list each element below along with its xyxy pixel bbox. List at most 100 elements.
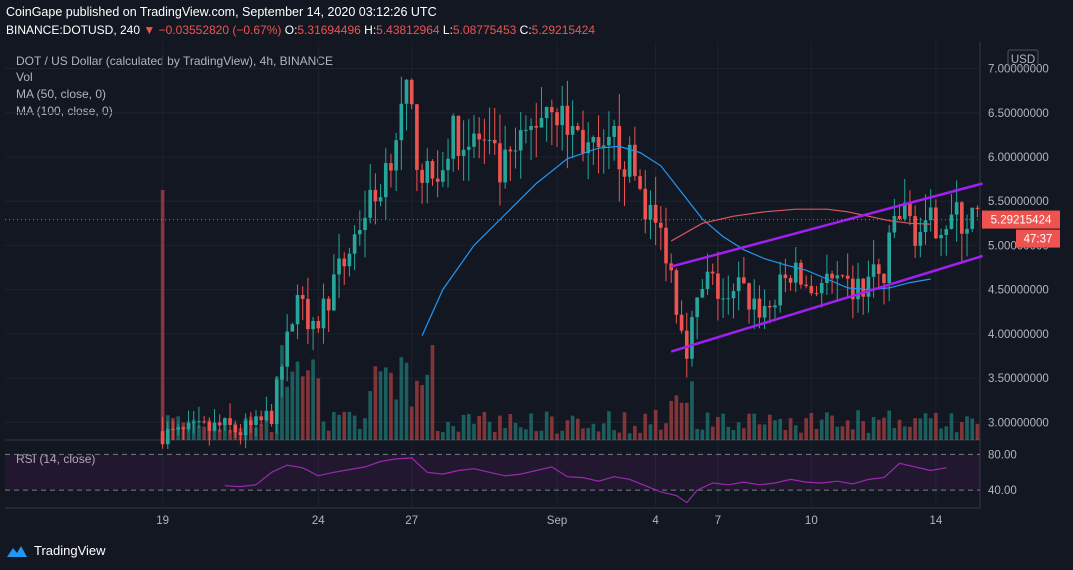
candle-body	[773, 305, 777, 308]
volume-bar	[435, 430, 440, 440]
candle-body	[684, 330, 689, 359]
candle-body	[254, 416, 258, 425]
candle-body	[783, 274, 788, 279]
volume-bar	[394, 399, 398, 440]
volume-bar	[622, 412, 627, 440]
volume-bar	[684, 402, 689, 440]
candle-body	[420, 169, 424, 183]
volume-bar	[752, 413, 757, 440]
volume-bar	[710, 426, 715, 440]
volume-bar	[695, 428, 699, 440]
candle-body	[726, 298, 731, 300]
volume-bar	[731, 429, 736, 440]
candle-body	[243, 420, 248, 436]
candle-body	[918, 231, 923, 246]
volume-bar	[529, 413, 533, 440]
volume-bar	[363, 418, 367, 440]
volume-bar	[202, 426, 206, 440]
volume-bar	[721, 413, 725, 440]
candle-body	[882, 273, 886, 284]
footer-brand: TradingView	[34, 543, 106, 558]
ma100-line	[670, 208, 931, 242]
volume-bar	[882, 417, 886, 440]
candle-body	[217, 422, 222, 426]
publisher-line: CoinGape published on TradingView.com, S…	[6, 5, 437, 19]
candle-body	[487, 139, 492, 141]
candle-body	[731, 291, 736, 299]
candle-body	[197, 421, 201, 423]
candle-body	[975, 207, 980, 210]
candle-body	[871, 264, 876, 277]
volume-bar	[290, 371, 295, 440]
candle-body	[326, 298, 331, 311]
candle-body	[819, 283, 824, 294]
candle-body	[908, 202, 912, 217]
candle-body	[482, 139, 487, 141]
volume-bar	[342, 411, 347, 440]
volume-bar	[492, 432, 497, 440]
candle-body	[659, 222, 663, 228]
candle-body	[939, 235, 943, 239]
candle-body	[409, 79, 414, 105]
volume-bar	[861, 421, 866, 440]
volume-bar	[928, 418, 933, 440]
candle-body	[617, 125, 622, 170]
volume-bar	[518, 427, 523, 440]
volume-bar	[767, 414, 772, 440]
legend-ma100: MA (100, close, 0)	[16, 104, 113, 118]
last-price-tag	[982, 210, 1060, 229]
x-tick-label: Sep	[547, 515, 567, 527]
candle-body	[186, 423, 191, 430]
volume-bar	[461, 414, 466, 440]
candle-body	[466, 146, 471, 150]
candle-body	[778, 274, 783, 306]
candle-body	[264, 410, 269, 421]
candle-body	[378, 197, 383, 202]
currency-box	[1007, 49, 1039, 68]
candle-body	[954, 202, 959, 215]
tradingview-footer[interactable]: TradingView	[6, 543, 106, 558]
volume-bar	[804, 418, 808, 440]
candle-body	[191, 421, 196, 424]
candle-body	[752, 298, 757, 310]
candle-body	[710, 271, 715, 274]
volume-bar	[913, 418, 917, 440]
volume-bar	[487, 421, 492, 440]
volume-bar	[705, 412, 710, 440]
candle-body	[830, 273, 834, 279]
tradingview-logo-icon	[7, 545, 27, 557]
volume-bar	[871, 417, 876, 440]
y-tick-label: 6.00000000	[988, 152, 1049, 164]
volume-bar	[690, 381, 694, 440]
volume-bar	[378, 371, 383, 440]
volume-bar	[508, 413, 513, 440]
candle-body	[363, 217, 367, 231]
candle-body	[461, 149, 466, 156]
volume-bar	[524, 429, 528, 440]
volume-bar	[851, 429, 855, 440]
volume-bar	[565, 420, 570, 440]
channel-upper-line	[670, 182, 983, 268]
candle-body	[949, 214, 954, 230]
volume-bar	[586, 428, 590, 440]
candle-body	[591, 137, 596, 143]
candle-body	[607, 136, 611, 146]
candle-body	[804, 284, 808, 287]
candle-body	[565, 105, 570, 135]
volume-bar	[897, 419, 902, 440]
candle-body	[736, 277, 741, 292]
x-tick-label: 24	[312, 515, 325, 527]
volume-bar	[825, 412, 829, 440]
volume-bar	[908, 426, 912, 440]
volume-bar	[217, 429, 222, 440]
candle-body	[285, 331, 289, 367]
candle-body	[601, 145, 606, 147]
last-price-label: 5.29215424	[991, 215, 1052, 227]
candle-body	[202, 421, 206, 423]
candle-body	[223, 418, 227, 426]
volume-bar	[954, 432, 959, 440]
candle-body	[316, 320, 321, 329]
volume-bar	[840, 426, 845, 440]
candle-body	[321, 298, 326, 329]
